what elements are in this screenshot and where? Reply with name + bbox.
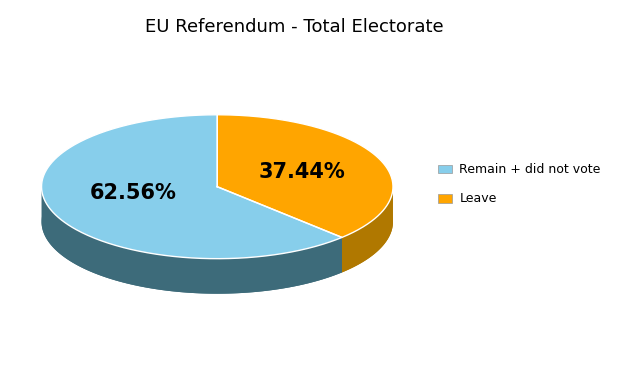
Text: 62.56%: 62.56% xyxy=(89,183,176,203)
Text: EU Referendum - Total Electorate: EU Referendum - Total Electorate xyxy=(144,18,443,35)
Polygon shape xyxy=(217,187,342,272)
Polygon shape xyxy=(342,187,393,272)
Text: 37.44%: 37.44% xyxy=(258,162,345,182)
Polygon shape xyxy=(42,150,342,294)
Polygon shape xyxy=(217,187,342,272)
Text: Leave: Leave xyxy=(459,192,497,205)
FancyBboxPatch shape xyxy=(438,194,452,203)
Polygon shape xyxy=(42,115,342,259)
Text: Remain + did not vote: Remain + did not vote xyxy=(459,163,601,176)
FancyBboxPatch shape xyxy=(438,165,452,173)
Polygon shape xyxy=(217,115,393,237)
Polygon shape xyxy=(217,150,393,272)
Polygon shape xyxy=(42,187,342,294)
